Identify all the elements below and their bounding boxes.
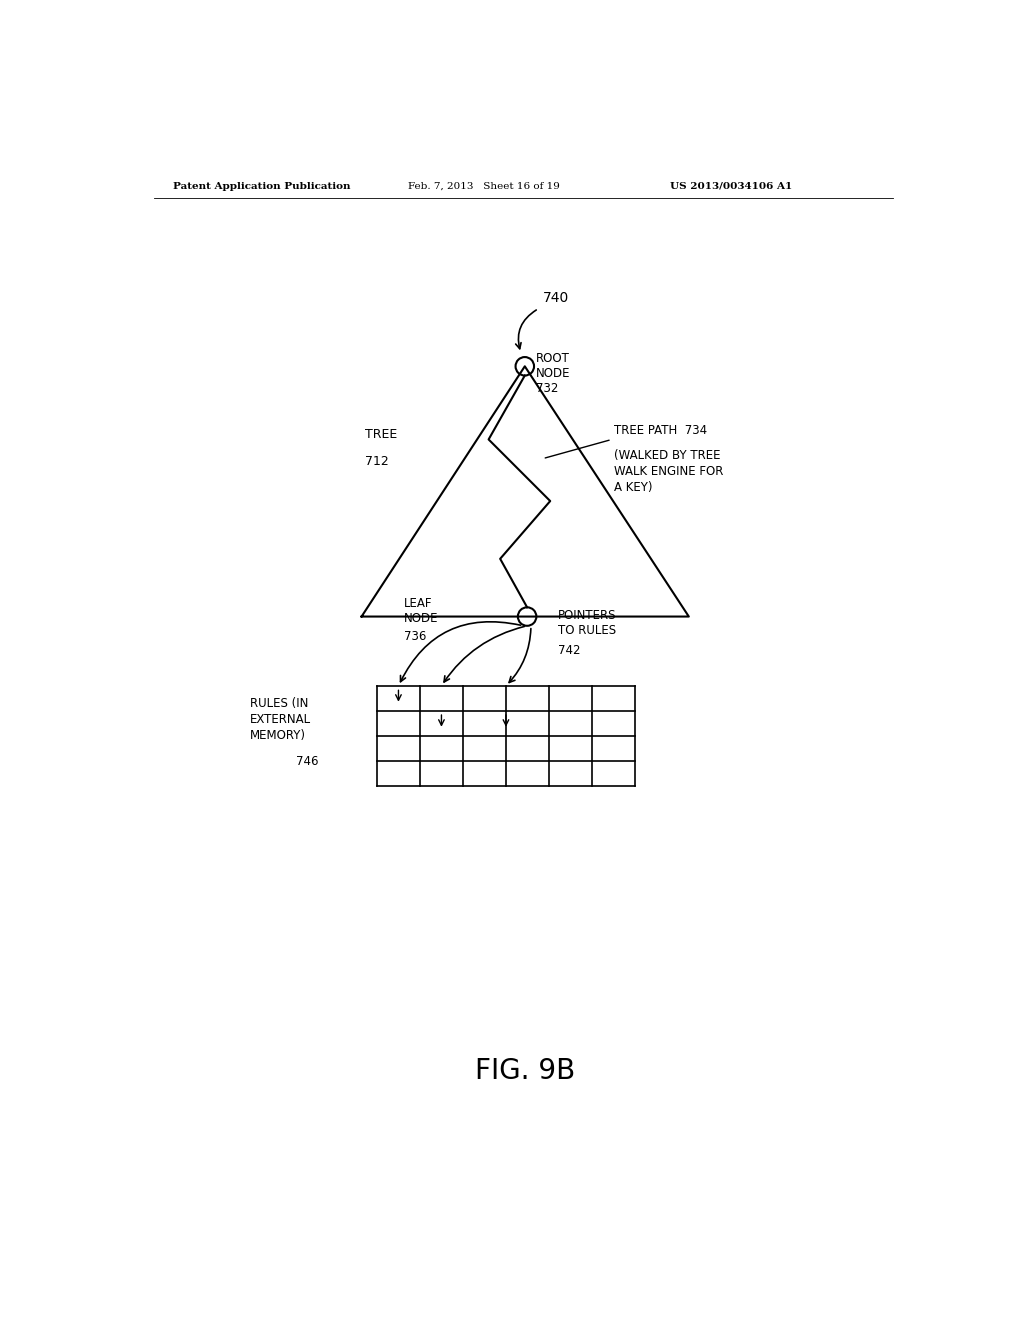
Text: 732: 732 (537, 381, 559, 395)
Text: ROOT
NODE: ROOT NODE (537, 352, 570, 380)
Text: 740: 740 (543, 290, 568, 305)
Text: 742: 742 (558, 644, 581, 656)
Text: LEAF
NODE: LEAF NODE (403, 598, 438, 626)
Text: Feb. 7, 2013   Sheet 16 of 19: Feb. 7, 2013 Sheet 16 of 19 (408, 182, 560, 190)
Text: 746: 746 (296, 755, 318, 768)
Text: FIG. 9B: FIG. 9B (475, 1057, 574, 1085)
Text: US 2013/0034106 A1: US 2013/0034106 A1 (670, 182, 792, 190)
Text: (WALKED BY TREE
WALK ENGINE FOR
A KEY): (WALKED BY TREE WALK ENGINE FOR A KEY) (614, 450, 724, 495)
Text: TREE PATH  734: TREE PATH 734 (614, 424, 708, 437)
Text: TREE: TREE (366, 428, 397, 441)
Text: 736: 736 (403, 630, 426, 643)
Text: RULES (IN
EXTERNAL
MEMORY): RULES (IN EXTERNAL MEMORY) (250, 697, 311, 742)
Text: POINTERS
TO RULES: POINTERS TO RULES (558, 609, 616, 636)
Text: 712: 712 (366, 455, 389, 467)
Text: Patent Application Publication: Patent Application Publication (173, 182, 350, 190)
